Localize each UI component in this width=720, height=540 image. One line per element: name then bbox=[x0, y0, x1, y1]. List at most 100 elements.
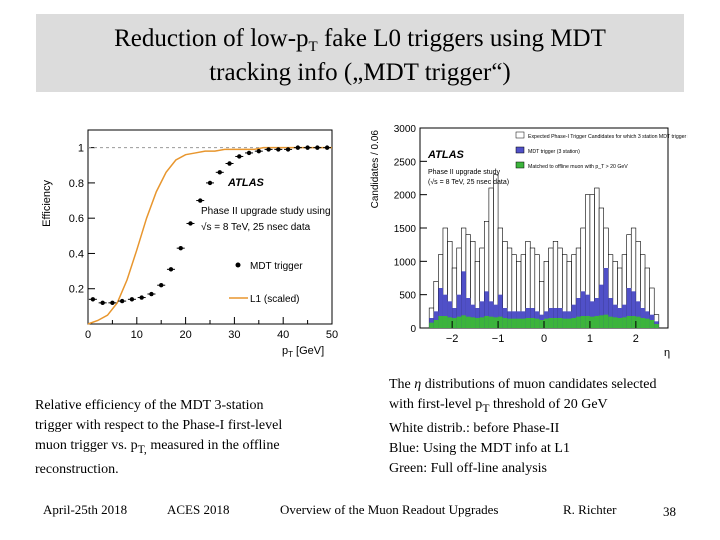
left-caption-line4: reconstruction. bbox=[35, 461, 119, 477]
eta-bar-offline bbox=[475, 318, 480, 328]
eta-bar-offline bbox=[599, 315, 604, 328]
eta-bar-mdt bbox=[498, 294, 503, 328]
eta-bar-offline bbox=[589, 316, 595, 328]
eta-bar-offline bbox=[502, 318, 508, 328]
mdt-point bbox=[129, 297, 135, 302]
mdt-point bbox=[168, 267, 174, 272]
eta-bar-offline bbox=[622, 317, 627, 328]
efficiency-y-tick-label: 0.8 bbox=[69, 178, 84, 190]
footer-date: April-25th 2018 bbox=[43, 502, 128, 517]
mdt-point bbox=[237, 154, 242, 159]
eta-bar-offline bbox=[456, 316, 462, 328]
eta-bar-offline bbox=[447, 317, 453, 328]
eta-bar-offline bbox=[525, 318, 531, 328]
eta-bar-mdt bbox=[442, 294, 448, 328]
mdt-point bbox=[315, 145, 320, 150]
eta-bar-offline bbox=[603, 314, 609, 328]
eta-legend-swatch bbox=[515, 146, 525, 154]
eta-legend-swatch bbox=[515, 161, 525, 169]
right-caption-line1: The η distributions of muon candidates s… bbox=[389, 377, 657, 392]
footer-author: R. Richter bbox=[563, 502, 617, 517]
mdt-point bbox=[198, 198, 203, 203]
eta-xlabel: η bbox=[664, 347, 670, 359]
right-caption-line4: Blue: Using the MDT info at L1 bbox=[389, 440, 570, 456]
eta-bar-offline bbox=[654, 324, 659, 328]
eta-bar-offline bbox=[488, 316, 494, 328]
mdt-point bbox=[256, 148, 261, 154]
right-caption: The η distributions of muon candidates s… bbox=[389, 375, 719, 479]
eta-bar-offline bbox=[557, 318, 563, 328]
eta-bar-offline bbox=[608, 316, 613, 328]
eta-y-tick-label: 1500 bbox=[394, 224, 417, 235]
eta-bar-mdt bbox=[493, 304, 499, 328]
eta-ylabel: Candidates / 0.06 bbox=[370, 130, 381, 209]
eta-bar-offline bbox=[645, 318, 650, 328]
eta-bar-offline bbox=[498, 316, 503, 328]
eta-bar-offline bbox=[429, 322, 434, 328]
efficiency-x-tick-label: 30 bbox=[228, 329, 240, 341]
left-caption-line1: Relative efficiency of the MDT 3-station bbox=[35, 398, 264, 413]
efficiency-plot: 0 10 20 30 40 50 0.2 0.4 0.6 0.8 1 Efficiency pT [G… bbox=[41, 129, 338, 359]
eta-bar-offline bbox=[521, 318, 526, 328]
eta-legend-swatch bbox=[515, 131, 525, 139]
eta-bar-offline bbox=[530, 318, 535, 328]
efficiency-x-tick-label: 40 bbox=[277, 329, 289, 341]
mdt-point bbox=[285, 147, 291, 152]
eta-bar-offline bbox=[470, 317, 476, 328]
left-caption-line3: muon trigger vs. pT, measured in the off… bbox=[35, 438, 280, 456]
eta-bar-mdt bbox=[465, 298, 471, 328]
eta-bar-offline bbox=[484, 316, 489, 328]
eta-bar-offline bbox=[617, 318, 623, 328]
mdt-point bbox=[266, 147, 271, 152]
slide-title-line1: Reduction of low-pT fake L0 triggers usi… bbox=[36, 24, 684, 62]
eta-bar-offline bbox=[493, 317, 499, 328]
efficiency-atlas-label: ATLAS bbox=[227, 177, 265, 189]
mdt-point bbox=[100, 300, 105, 306]
eta-bar-offline bbox=[548, 318, 554, 328]
l1-scaled-curve bbox=[87, 146, 332, 325]
mdt-point bbox=[324, 145, 330, 150]
eta-bar-mdt bbox=[580, 291, 586, 328]
eta-distribution-plot: −2 −1 0 1 2 0 500 1000 1500 2000 2500 3000 Candidat… bbox=[370, 124, 688, 359]
eta-bar-offline bbox=[511, 318, 517, 328]
eta-bar-mdt bbox=[447, 301, 453, 328]
eta-bar-offline bbox=[452, 318, 457, 328]
eta-bar-offline bbox=[640, 318, 646, 328]
eta-x-tick-label: −2 bbox=[446, 333, 459, 345]
eta-bar-offline bbox=[626, 316, 632, 328]
eta-bar-mdt bbox=[488, 301, 494, 328]
eta-y-tick-label: 2000 bbox=[394, 191, 417, 202]
efficiency-ylabel: Efficiency bbox=[41, 180, 53, 227]
eta-bar-offline bbox=[594, 316, 600, 328]
eta-x-tick-label: −1 bbox=[492, 333, 505, 345]
mdt-point bbox=[178, 245, 183, 251]
eta-bar-offline bbox=[571, 318, 577, 328]
eta-bar-offline bbox=[612, 317, 618, 328]
footer-event: ACES 2018 bbox=[167, 502, 230, 517]
mdt-point bbox=[227, 161, 232, 166]
mdt-point bbox=[305, 145, 310, 150]
eta-bar-offline bbox=[562, 318, 567, 328]
eta-y-tick-label: 2500 bbox=[394, 157, 417, 168]
eta-bar-offline bbox=[576, 316, 581, 328]
title-text-prefix: Reduction of low-p bbox=[114, 25, 309, 52]
efficiency-x-tick-label: 0 bbox=[85, 329, 91, 341]
eta-atlas-label: ATLAS bbox=[427, 149, 465, 161]
slide-title-line2: tracking info („MDT trigger“) bbox=[209, 59, 511, 86]
eta-bar-mdt bbox=[470, 304, 476, 328]
eta-bar-offline bbox=[465, 316, 471, 328]
footer-page-number: 38 bbox=[663, 504, 676, 519]
footer-talk: Overview of the Muon Readout Upgrades bbox=[280, 502, 499, 517]
efficiency-xlabel: pT [GeV] bbox=[282, 345, 324, 359]
mdt-point bbox=[217, 170, 222, 175]
mdt-point bbox=[159, 283, 164, 288]
eta-x-tick-label: 1 bbox=[587, 333, 593, 345]
eta-legend-label: Expected Phase-I Trigger Candidates for … bbox=[528, 134, 688, 140]
eta-bar-offline bbox=[544, 318, 549, 328]
eta-bar-mdt bbox=[433, 311, 439, 328]
eta-bar-mdt bbox=[626, 288, 632, 328]
eta-bar-offline bbox=[507, 318, 512, 328]
eta-bar-offline bbox=[534, 318, 540, 328]
eta-bar-mdt bbox=[635, 301, 641, 328]
eta-bar-mdt bbox=[622, 304, 627, 328]
